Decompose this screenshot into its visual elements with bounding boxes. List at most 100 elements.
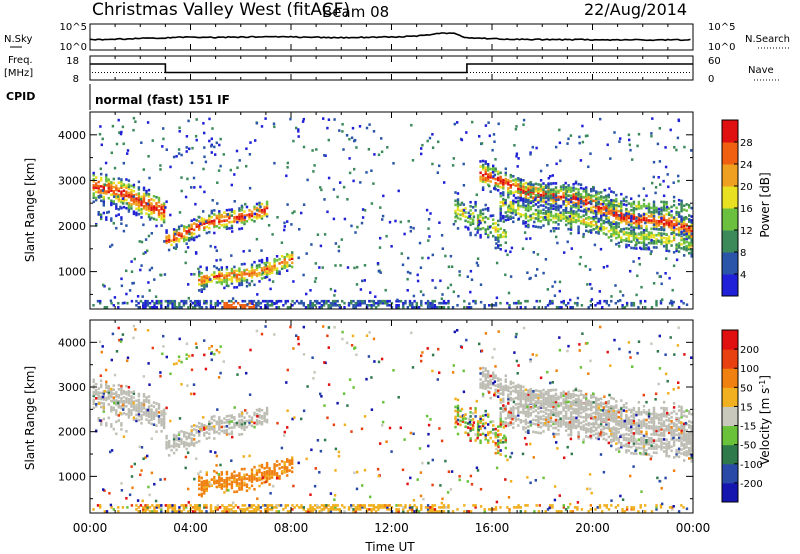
power-cell xyxy=(481,188,485,191)
velocity-cell xyxy=(504,380,507,383)
velocity-cell xyxy=(160,409,163,413)
power-cell xyxy=(268,278,271,282)
power-cell xyxy=(667,235,671,239)
velocity-cell xyxy=(258,478,261,482)
power-cell xyxy=(675,210,678,214)
power-cell xyxy=(554,206,558,210)
velocity-cell xyxy=(552,407,555,411)
power-cell xyxy=(479,165,482,168)
power-cell xyxy=(547,190,550,194)
power-cell xyxy=(431,162,434,166)
velocity-cell xyxy=(487,441,490,444)
power-cell xyxy=(120,178,123,181)
power-cell xyxy=(100,217,103,221)
power-cell xyxy=(542,224,545,227)
velocity-cell xyxy=(112,408,115,412)
power-cell xyxy=(569,186,573,190)
power-cell xyxy=(194,304,197,307)
velocity-cell xyxy=(105,380,108,384)
power-cell xyxy=(662,204,666,208)
power-cell xyxy=(657,212,661,216)
power-cell xyxy=(302,301,305,305)
power-cell xyxy=(527,182,530,186)
power-cell xyxy=(384,301,387,305)
power-cell xyxy=(115,142,119,146)
velocity-cell xyxy=(210,484,213,487)
velocity-cell xyxy=(487,433,490,436)
velocity-cell xyxy=(185,447,188,451)
power-cell xyxy=(248,215,251,218)
velocity-cell xyxy=(195,441,198,444)
velocity-cell xyxy=(283,469,286,472)
velocity-cell xyxy=(165,446,168,450)
power-cell xyxy=(248,283,252,287)
power-cell xyxy=(223,306,226,309)
power-cell xyxy=(356,225,359,229)
power-cell xyxy=(564,188,568,191)
power-cell xyxy=(352,304,355,307)
power-cell xyxy=(487,227,490,231)
power-cell xyxy=(275,301,278,305)
velocity-cell xyxy=(464,417,467,420)
velocity-cell xyxy=(499,398,502,401)
velocity-cell xyxy=(225,488,229,492)
velocity-cell xyxy=(572,395,575,399)
velocity-cell xyxy=(250,470,254,474)
power-cell xyxy=(579,219,583,223)
power-cell xyxy=(632,236,636,240)
velocity-cell xyxy=(130,409,133,412)
power-cell xyxy=(640,220,643,224)
velocity-cell xyxy=(615,417,618,420)
velocity-cell xyxy=(469,419,472,422)
power-cell xyxy=(268,264,271,267)
power-cell xyxy=(607,236,610,239)
power-cell xyxy=(200,280,203,283)
velocity-cell xyxy=(512,381,515,385)
velocity-cell xyxy=(265,418,269,422)
power-cell xyxy=(508,304,511,307)
power-cell xyxy=(677,242,681,245)
velocity-cell xyxy=(476,430,480,433)
power-cell xyxy=(630,197,633,200)
power-cell xyxy=(205,225,208,229)
power-cell xyxy=(483,306,486,309)
power-cell xyxy=(203,218,206,221)
power-cell xyxy=(569,220,573,223)
power-cell xyxy=(537,215,540,219)
power-cell xyxy=(322,301,326,305)
power-cell xyxy=(295,299,299,303)
power-cell xyxy=(585,192,588,196)
power-cell xyxy=(567,215,570,219)
power-cell xyxy=(291,257,294,260)
power-cell xyxy=(137,204,141,208)
velocity-cell xyxy=(484,375,487,378)
power-cell xyxy=(603,188,607,192)
power-cell xyxy=(116,195,120,198)
power-cell xyxy=(635,204,638,208)
power-cell xyxy=(142,168,145,171)
power-cell xyxy=(302,304,305,307)
power-cell xyxy=(632,202,636,206)
velocity-cell xyxy=(250,424,254,428)
velocity-cell xyxy=(471,426,475,429)
power-cell xyxy=(607,210,610,213)
power-cell xyxy=(677,174,680,178)
velocity-cell xyxy=(499,388,502,391)
power-cell xyxy=(286,263,289,266)
power-cell xyxy=(456,227,460,230)
power-cell xyxy=(160,205,163,209)
power-cell xyxy=(154,295,158,298)
velocity-cell xyxy=(235,421,239,425)
power-cell xyxy=(650,227,653,231)
power-cell xyxy=(670,224,673,227)
velocity-cell xyxy=(270,474,274,477)
power-cell xyxy=(109,245,112,248)
velocity-cell xyxy=(210,427,213,431)
velocity-cell xyxy=(509,392,512,396)
velocity-cell xyxy=(620,422,623,426)
power-cell xyxy=(272,122,276,126)
power-cell xyxy=(258,280,261,283)
power-cell xyxy=(323,198,326,201)
power-cell xyxy=(263,207,266,211)
power-cell xyxy=(567,188,570,191)
